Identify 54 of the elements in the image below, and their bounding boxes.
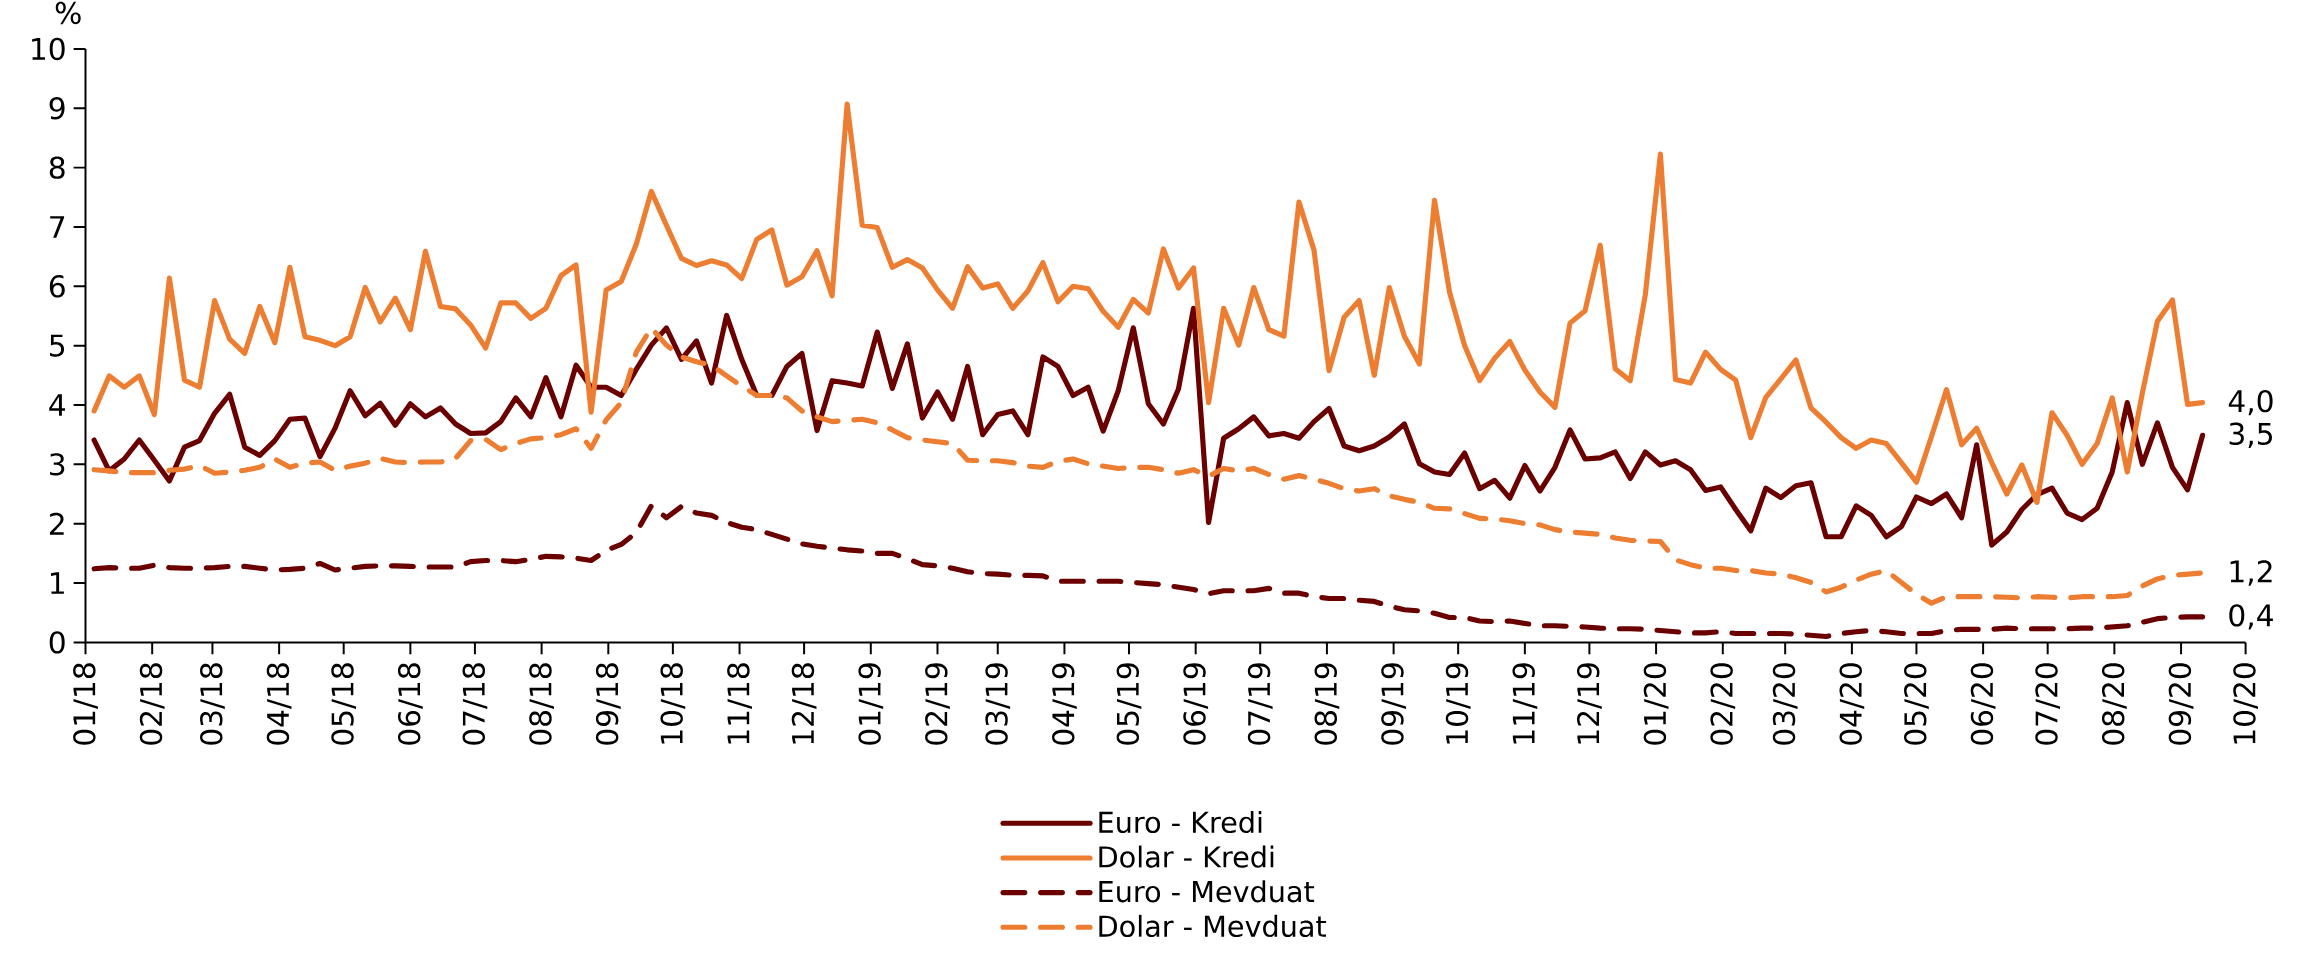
- y-tick-label: 7: [50, 216, 65, 238]
- x-tick-label: 05/19: [1116, 663, 1142, 745]
- x-tick-label: 04/19: [1052, 663, 1077, 745]
- y-tick-label: 0: [49, 630, 65, 654]
- legend-label: Euro - Kredi: [1099, 810, 1262, 833]
- x-tick-label: 01/20: [1643, 663, 1669, 745]
- y-tick-label: 2: [49, 512, 64, 535]
- x-tick-label: 10/20: [2233, 663, 2259, 744]
- legend-label: Euro - Mevduat: [1099, 880, 1315, 903]
- x-tick-label: 09/18: [595, 663, 621, 745]
- x-tick-label: 04/18: [266, 663, 292, 745]
- x-tick-label: 11/19: [1512, 663, 1538, 744]
- x-tick-label: 05/20: [1904, 663, 1929, 745]
- x-tick-label: 12/18: [791, 663, 817, 744]
- annotation: 1,2: [2230, 560, 2272, 586]
- x-tick-label: 06/20: [1970, 663, 1996, 745]
- x-tick-label: 08/19: [1314, 663, 1340, 745]
- x-tick-label: 03/18: [200, 663, 225, 745]
- x-tick-label: 09/20: [2168, 663, 2194, 745]
- y-tick-label: 4: [49, 394, 65, 416]
- y-tick-label: 10: [32, 37, 65, 61]
- x-tick-label: 07/19: [1247, 663, 1273, 745]
- x-tick-label: 08/20: [2101, 663, 2127, 745]
- x-tick-label: 02/19: [925, 663, 950, 745]
- y-axis-title: %: [55, 1, 81, 24]
- x-tick-label: 03/20: [1772, 663, 1798, 745]
- x-tick-label: 08/18: [529, 663, 555, 745]
- x-tick-label: 09/19: [1381, 663, 1407, 745]
- x-tick-label: 06/18: [397, 663, 423, 745]
- x-tick-label: 05/18: [331, 663, 357, 745]
- x-tick-label: 02/20: [1710, 663, 1736, 745]
- y-tick-label: 6: [49, 274, 65, 298]
- y-tick-label: 5: [50, 334, 65, 357]
- annotation: 0,4: [2229, 603, 2273, 630]
- x-tick-label: 11/18: [727, 663, 752, 744]
- x-tick-label: 10/19: [1445, 663, 1471, 744]
- x-tick-label: 01/18: [73, 663, 98, 745]
- x-tick-label: 06/19: [1183, 663, 1209, 745]
- annotation: 3,5: [2229, 422, 2272, 448]
- x-tick-label: 12/19: [1577, 663, 1602, 744]
- y-tick-label: 8: [49, 156, 65, 179]
- legend-label: Dolar - Mevduat: [1099, 914, 1327, 937]
- x-tick-label: 02/18: [139, 663, 165, 745]
- x-tick-label: 01/19: [858, 663, 884, 745]
- y-tick-label: 9: [49, 96, 65, 120]
- annotation: 4,0: [2228, 389, 2273, 416]
- y-tick-label: 1: [51, 572, 64, 594]
- x-tick-label: 07/20: [2035, 663, 2061, 745]
- legend-label: Dolar - Kredi: [1099, 845, 1274, 868]
- x-tick-label: 07/18: [462, 663, 488, 745]
- y-tick-label: 3: [50, 452, 65, 476]
- x-tick-label: 04/20: [1839, 663, 1865, 745]
- x-tick-label: 03/19: [985, 663, 1011, 745]
- x-tick-label: 10/18: [660, 663, 686, 744]
